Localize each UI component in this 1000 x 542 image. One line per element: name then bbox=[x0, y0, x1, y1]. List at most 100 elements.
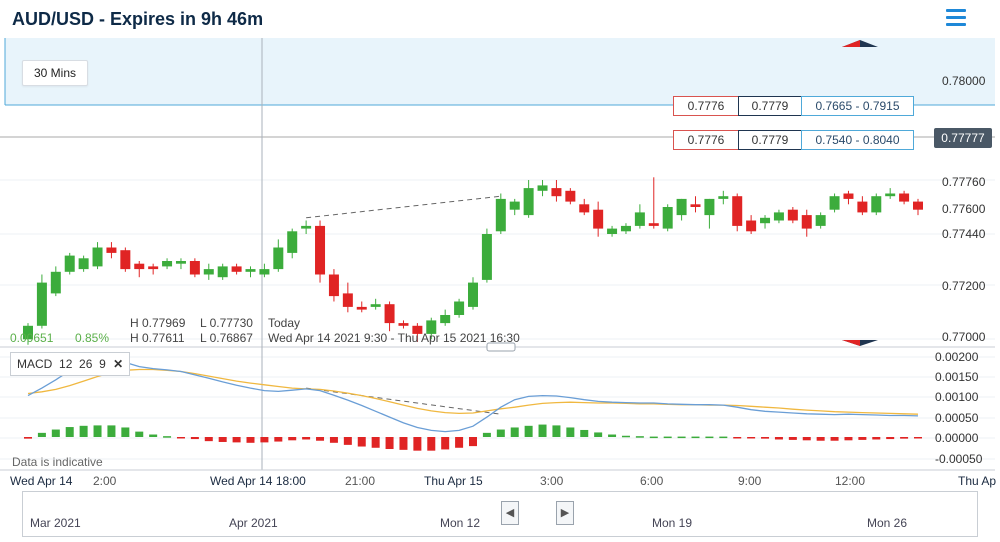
macd-histogram-bar bbox=[357, 437, 366, 447]
macd-name: MACD bbox=[17, 357, 53, 371]
macd-histogram-bar bbox=[107, 425, 116, 437]
macd-histogram-bar bbox=[761, 437, 770, 439]
candle-body bbox=[301, 225, 312, 229]
navigator-right-button[interactable]: ▶ bbox=[556, 501, 574, 525]
indicative-note: Data is indicative bbox=[12, 455, 103, 469]
last-price-badge: 0.77777 bbox=[934, 128, 992, 148]
candle-body bbox=[203, 269, 214, 275]
range-quote-1[interactable]: 0.7665 - 0.7915 bbox=[801, 96, 914, 116]
candle-body bbox=[662, 207, 673, 229]
macd-axis-label: 0.00200 bbox=[935, 350, 979, 364]
x-axis-label: Thu Apr 15 bbox=[424, 474, 483, 488]
macd-histogram-bar bbox=[51, 429, 60, 437]
macd-histogram-bar bbox=[900, 437, 909, 439]
macd-histogram-bar bbox=[232, 437, 241, 443]
macd-histogram-bar bbox=[316, 437, 325, 441]
candle-body bbox=[440, 315, 451, 324]
range-quote-2[interactable]: 0.7540 - 0.8040 bbox=[801, 130, 914, 150]
macd-histogram-bar bbox=[524, 425, 533, 437]
macd-histogram-bar bbox=[580, 429, 589, 437]
macd-axis-label: -0.00050 bbox=[935, 452, 983, 466]
sell-quote-1[interactable]: 0.7776 bbox=[673, 96, 739, 116]
navigator-left-button[interactable]: ◀ bbox=[501, 501, 519, 525]
macd-histogram-bar bbox=[190, 437, 199, 440]
candle-body bbox=[92, 247, 103, 267]
candle-body bbox=[746, 220, 757, 232]
candle-body bbox=[509, 201, 520, 210]
candle-body bbox=[718, 196, 729, 199]
macd-histogram-bar bbox=[802, 437, 811, 441]
candle-body bbox=[913, 201, 923, 210]
macd-histogram-bar bbox=[371, 437, 380, 448]
price-axis-label: 0.78000 bbox=[942, 74, 986, 88]
macd-histogram-bar bbox=[121, 427, 130, 437]
candle-body bbox=[64, 255, 75, 272]
candle-body bbox=[468, 282, 478, 307]
price-axis-label: 0.77000 bbox=[942, 330, 986, 344]
candle-body bbox=[885, 193, 896, 197]
candle-body bbox=[217, 266, 228, 278]
candle-body bbox=[523, 188, 534, 216]
macd-axis-label: 0.00150 bbox=[935, 370, 979, 384]
macd-histogram-bar bbox=[705, 436, 714, 439]
x-axis-label: 9:00 bbox=[738, 474, 762, 488]
macd-histogram-bar bbox=[413, 437, 422, 451]
macd-histogram-bar bbox=[635, 436, 644, 438]
macd-histogram-bar bbox=[469, 437, 477, 447]
page-title: AUD/USD - Expires in 9h 46m bbox=[12, 9, 264, 29]
timeframe-selector[interactable]: 30 Mins bbox=[22, 60, 88, 86]
candle-body bbox=[857, 201, 868, 213]
macd-param-signal: 9 bbox=[99, 357, 106, 371]
change-percent: 0.85% bbox=[75, 331, 110, 345]
macd-histogram-bar bbox=[691, 436, 700, 439]
x-axis-label: 3:00 bbox=[540, 474, 564, 488]
x-axis-label: Thu Ap bbox=[958, 474, 996, 488]
candle-body bbox=[454, 301, 465, 315]
price-axis-label: 0.77600 bbox=[942, 202, 986, 216]
buy-quote-1[interactable]: 0.7779 bbox=[738, 96, 802, 116]
today-label: Today bbox=[268, 316, 301, 330]
candle-body bbox=[551, 188, 562, 197]
candle-body bbox=[620, 225, 631, 232]
navigator[interactable] bbox=[22, 491, 978, 537]
macd-histogram-bar bbox=[176, 437, 185, 439]
pane-resize-handle[interactable] bbox=[486, 342, 516, 352]
candle-body bbox=[398, 323, 409, 326]
x-axis-label: Wed Apr 14 bbox=[10, 474, 73, 488]
sell-quote-2[interactable]: 0.7776 bbox=[673, 130, 739, 150]
navigator-label: Mon 12 bbox=[440, 516, 481, 530]
macd-histogram-bar bbox=[149, 434, 158, 437]
hamburger-menu-icon[interactable] bbox=[946, 9, 966, 27]
macd-histogram-bar bbox=[135, 431, 144, 437]
signal-line bbox=[27, 368, 919, 415]
buy-quote-2[interactable]: 0.7779 bbox=[738, 130, 802, 150]
candle-body bbox=[537, 185, 548, 191]
candle-body bbox=[495, 198, 506, 232]
macd-indicator-label: MACD 12 26 9 ✕ bbox=[10, 352, 131, 376]
macd-histogram-bar bbox=[566, 427, 575, 437]
header: AUD/USD - Expires in 9h 46m bbox=[0, 0, 1000, 38]
candle-body bbox=[732, 196, 743, 226]
macd-histogram-bar bbox=[65, 427, 74, 437]
macd-histogram-bar bbox=[204, 437, 213, 442]
macd-histogram-bar bbox=[37, 432, 46, 437]
x-axis-label: 6:00 bbox=[640, 474, 664, 488]
range-band bbox=[5, 38, 995, 105]
close-icon[interactable]: ✕ bbox=[113, 357, 124, 371]
candle-body bbox=[481, 234, 492, 280]
x-axis-label: Wed Apr 14 18:00 bbox=[210, 474, 306, 488]
macd-histogram-bar bbox=[343, 437, 352, 445]
candle-body bbox=[231, 266, 242, 272]
today-low: L 0.77730 bbox=[200, 316, 253, 330]
macd-axis-label: 0.00100 bbox=[935, 390, 979, 404]
macd-histogram-bar bbox=[663, 436, 672, 439]
macd-histogram-bar bbox=[260, 437, 269, 443]
x-axis-label: 2:00 bbox=[93, 474, 117, 488]
macd-histogram-bar bbox=[747, 437, 756, 439]
candle-body bbox=[384, 304, 395, 324]
candle-body bbox=[315, 225, 326, 275]
candle-body bbox=[815, 215, 826, 226]
navigator-label: Mar 2021 bbox=[30, 516, 81, 530]
macd-histogram-bar bbox=[733, 437, 742, 439]
